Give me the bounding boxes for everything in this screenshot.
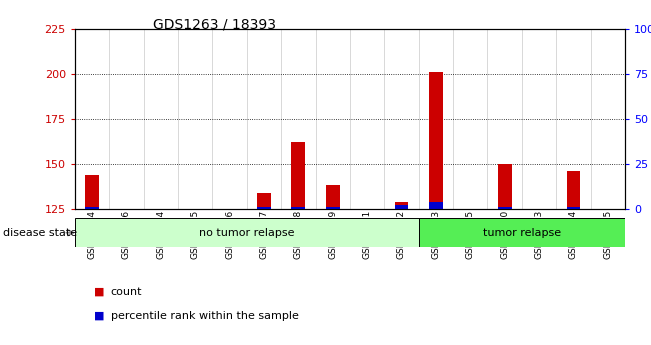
Text: ■: ■: [94, 287, 105, 296]
Bar: [292, 207, 305, 209]
Bar: [498, 207, 512, 209]
Bar: [395, 201, 408, 209]
Bar: [498, 164, 512, 209]
Bar: [85, 175, 99, 209]
Text: no tumor relapse: no tumor relapse: [199, 228, 294, 237]
Bar: [257, 193, 271, 209]
Bar: [85, 207, 99, 209]
Bar: [429, 72, 443, 209]
Bar: [566, 207, 580, 209]
Bar: [395, 205, 408, 209]
Bar: [566, 171, 580, 209]
Text: GDS1263 / 18393: GDS1263 / 18393: [154, 17, 276, 31]
Bar: [429, 201, 443, 209]
Bar: [292, 142, 305, 209]
Text: ■: ■: [94, 311, 105, 321]
Bar: [326, 207, 340, 209]
Bar: [75, 218, 419, 247]
Bar: [257, 207, 271, 209]
Text: percentile rank within the sample: percentile rank within the sample: [111, 311, 299, 321]
Text: count: count: [111, 287, 142, 296]
Text: disease state: disease state: [3, 228, 77, 237]
Text: tumor relapse: tumor relapse: [483, 228, 561, 237]
Bar: [419, 218, 625, 247]
Bar: [326, 185, 340, 209]
